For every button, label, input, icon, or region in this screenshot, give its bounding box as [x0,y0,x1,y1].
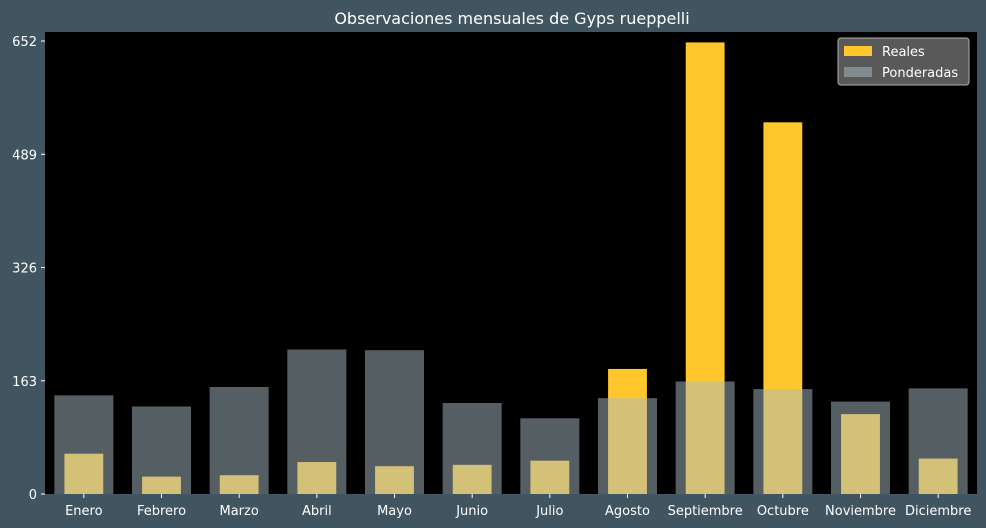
bar-ponderadas-enero [54,395,114,494]
y-tick-label: 652 [12,35,37,50]
x-tick-label: Enero [65,504,103,519]
x-axis: Enero Febrero Marzo Abril Mayo Junio Julio Agos… [65,494,971,519]
legend-swatch-ponderadas [844,67,872,77]
legend: Reales Ponderadas [837,37,970,86]
legend-label-reales: Reales [882,45,925,60]
series-ponderadas [54,349,968,494]
x-tick-label: Julio [535,504,563,519]
bar-ponderadas-agosto [597,398,658,494]
bar-ponderadas-diciembre [908,388,968,494]
bar-ponderadas-marzo [209,387,269,494]
y-tick-label: 163 [12,375,37,390]
y-tick-label: 0 [29,488,37,503]
bar-ponderadas-abril [287,349,347,494]
bar-ponderadas-junio [442,402,502,494]
x-tick-label: Febrero [137,504,186,519]
x-tick-label: Noviembre [825,504,896,519]
y-tick-label: 489 [12,148,37,163]
bar-ponderadas-febrero [131,406,192,494]
y-tick-label: 326 [12,262,37,277]
bar-ponderadas-mayo [364,350,425,494]
plot-area [45,32,977,494]
legend-label-ponderadas: Ponderadas [882,66,958,81]
bar-ponderadas-septiembre [675,381,735,494]
x-tick-label: Abril [302,504,332,519]
bar-ponderadas-noviembre [830,401,891,494]
x-tick-label: Diciembre [905,504,971,519]
chart-title: Observaciones mensuales de Gyps rueppell… [334,9,689,28]
x-tick-label: Agosto [605,504,650,519]
bar-ponderadas-octubre [753,389,813,494]
y-axis: 0 163 326 489 652 [12,35,45,503]
bar-ponderadas-julio [520,418,580,494]
legend-swatch-reales [844,46,872,56]
x-tick-label: Mayo [377,504,412,519]
x-tick-label: Octubre [757,504,809,519]
x-tick-label: Septiembre [668,504,743,519]
x-tick-label: Marzo [220,504,259,519]
x-tick-label: Junio [455,504,488,519]
